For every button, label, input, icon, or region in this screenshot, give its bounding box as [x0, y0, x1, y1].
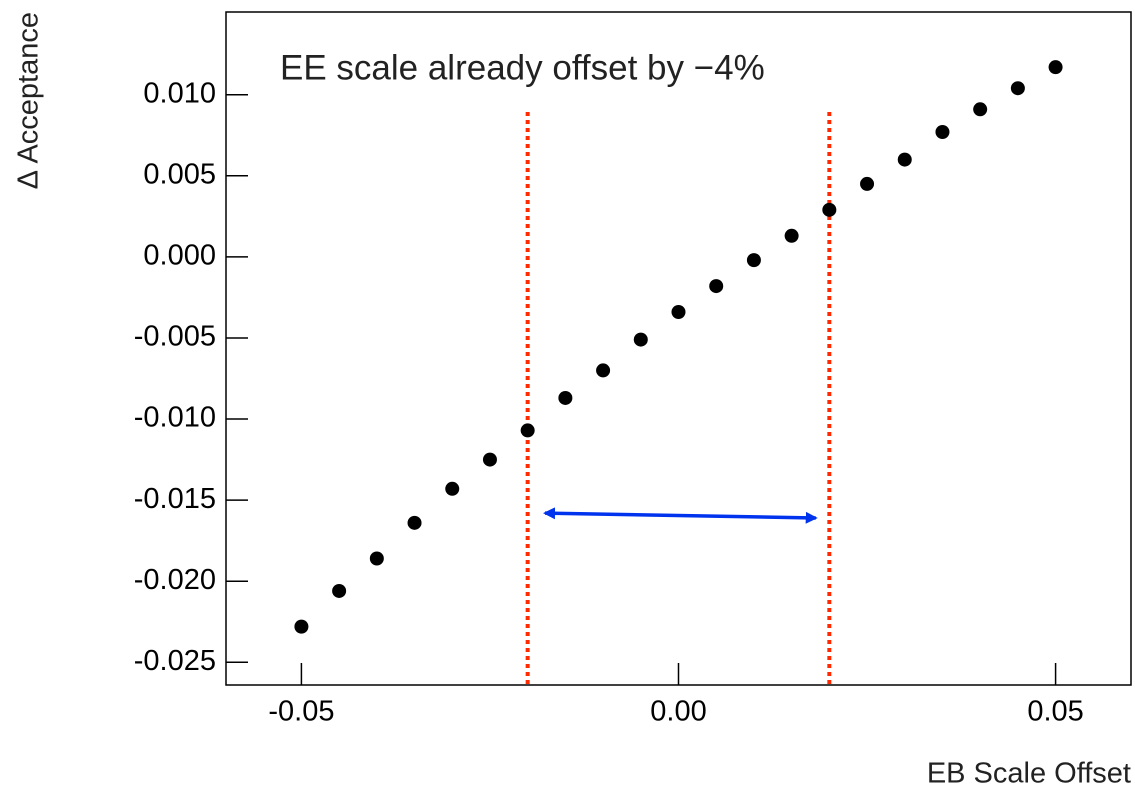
y-axis-title: Δ Acceptance	[13, 12, 45, 189]
point	[671, 305, 686, 320]
point	[445, 481, 460, 496]
y-tick-label: 0.005	[143, 158, 216, 190]
point	[520, 423, 535, 438]
y-tick-label: -0.005	[134, 321, 216, 353]
point	[897, 152, 912, 167]
y-tick-label: -0.010	[134, 402, 216, 434]
point	[369, 551, 384, 566]
y-tick-label: -0.020	[134, 564, 216, 596]
point	[935, 125, 950, 140]
x-tick-label: -0.05	[268, 696, 334, 728]
point	[633, 332, 648, 347]
point	[332, 583, 347, 598]
point	[1048, 60, 1063, 75]
point	[973, 102, 988, 117]
point	[784, 228, 799, 243]
point	[1010, 81, 1025, 96]
point	[596, 363, 611, 378]
plot-frame	[225, 11, 1132, 686]
y-tick-label: -0.025	[134, 645, 216, 677]
point	[482, 452, 497, 467]
x-axis-title: EB Scale Offset	[927, 758, 1131, 790]
point	[558, 390, 573, 405]
point	[860, 176, 875, 191]
range-arrow	[543, 507, 818, 524]
point	[822, 202, 837, 217]
point	[746, 253, 761, 268]
x-tick-label: 0.05	[1027, 696, 1083, 728]
point	[294, 619, 309, 634]
y-tick-label: 0.010	[143, 77, 216, 109]
y-tick-label: -0.015	[134, 483, 216, 515]
y-tick-label: 0.000	[143, 240, 216, 272]
x-tick-label: 0.00	[650, 696, 706, 728]
point	[407, 515, 422, 530]
annotation: EE scale already offset by −4%	[280, 48, 765, 87]
point	[709, 279, 724, 294]
